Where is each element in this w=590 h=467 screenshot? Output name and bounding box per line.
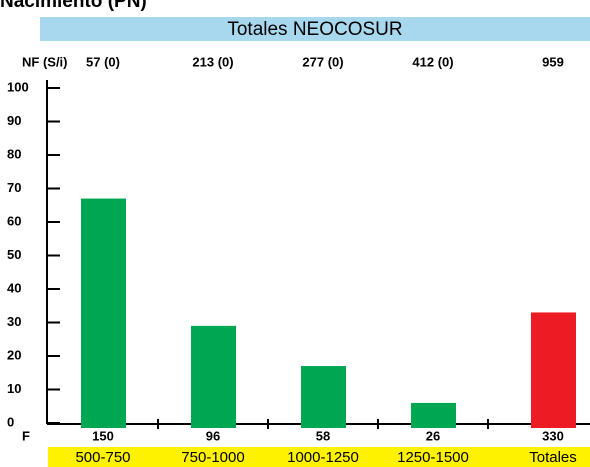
- bar: [191, 325, 236, 428]
- y-tick-label: 70: [7, 180, 21, 195]
- f-value: 58: [316, 428, 330, 443]
- bar: [301, 366, 346, 428]
- x-tick-label: 1000-1250: [287, 449, 359, 466]
- f-box: [525, 429, 581, 445]
- f-box: [185, 429, 241, 445]
- bar: [81, 198, 126, 428]
- chart-title: Nacimiento (PN): [0, 0, 147, 12]
- y-tick-label: 10: [7, 381, 21, 396]
- f-box: [295, 429, 351, 445]
- f-value: 26: [426, 428, 440, 443]
- y-tick-label: 100: [7, 79, 29, 94]
- f-value: 150: [92, 428, 114, 443]
- nf-value: 277 (0): [302, 54, 343, 69]
- chart-subtitle: Totales NEOCOSUR: [227, 19, 402, 40]
- nf-value: 412 (0): [412, 54, 453, 69]
- nf-value: 959: [542, 54, 564, 69]
- f-box: [75, 429, 131, 445]
- f-value: 330: [542, 428, 564, 443]
- bar: [411, 402, 456, 428]
- y-tick-label: 90: [7, 113, 21, 128]
- y-tick-label: 20: [7, 347, 21, 362]
- f-value: 96: [206, 428, 220, 443]
- y-tick-label: 0: [7, 414, 14, 429]
- nf-label: NF (S/i): [22, 54, 68, 69]
- x-separators: [157, 419, 489, 429]
- y-tick-label: 40: [7, 280, 21, 295]
- y-tick-label: 30: [7, 314, 21, 329]
- x-tick-label: Totales: [529, 449, 577, 466]
- x-tick-label: 1250-1500: [397, 449, 469, 466]
- header-band: [40, 17, 590, 41]
- y-tick-label: 60: [7, 213, 21, 228]
- y-tick-label: 80: [7, 146, 21, 161]
- f-label: F: [22, 428, 30, 443]
- y-tick-label: 50: [7, 247, 21, 262]
- nf-value: 213 (0): [192, 54, 233, 69]
- f-box: [405, 429, 461, 445]
- x-tick-label: 500-750: [75, 449, 130, 466]
- category-band: [48, 447, 590, 467]
- nf-value: 57 (0): [86, 54, 120, 69]
- x-tick-label: 750-1000: [181, 449, 244, 466]
- bar: [531, 312, 576, 428]
